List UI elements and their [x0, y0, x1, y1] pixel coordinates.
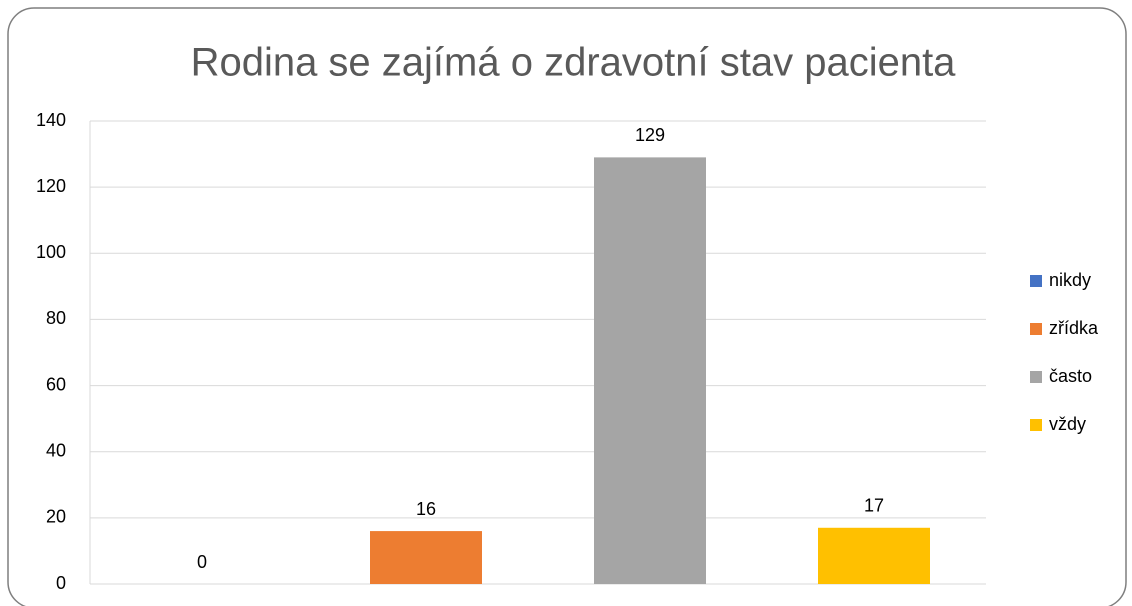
- data-label: 129: [635, 125, 665, 145]
- legend-label: zřídka: [1049, 318, 1099, 338]
- legend-label: nikdy: [1049, 270, 1091, 290]
- y-tick-label: 20: [46, 507, 66, 527]
- data-label: 17: [864, 496, 884, 516]
- bar: [818, 527, 930, 584]
- data-label: 0: [197, 552, 207, 572]
- y-tick-label: 100: [36, 242, 66, 262]
- legend-swatch: [1030, 275, 1042, 287]
- y-tick-label: 0: [56, 573, 66, 593]
- legend-swatch: [1030, 419, 1042, 431]
- bar: [370, 531, 482, 584]
- legend-label: vždy: [1049, 414, 1086, 434]
- y-tick-label: 140: [36, 110, 66, 130]
- chart-frame: [7, 7, 1127, 606]
- bar: [594, 157, 706, 584]
- y-tick-label: 120: [36, 176, 66, 196]
- legend-swatch: [1030, 323, 1042, 335]
- chart-title: Rodina se zajímá o zdravotní stav pacien…: [191, 41, 957, 85]
- y-tick-label: 60: [46, 374, 66, 394]
- data-label: 16: [416, 499, 436, 519]
- y-tick-label: 40: [46, 440, 66, 460]
- legend-swatch: [1030, 371, 1042, 383]
- y-tick-label: 80: [46, 308, 66, 328]
- legend-label: často: [1049, 366, 1092, 386]
